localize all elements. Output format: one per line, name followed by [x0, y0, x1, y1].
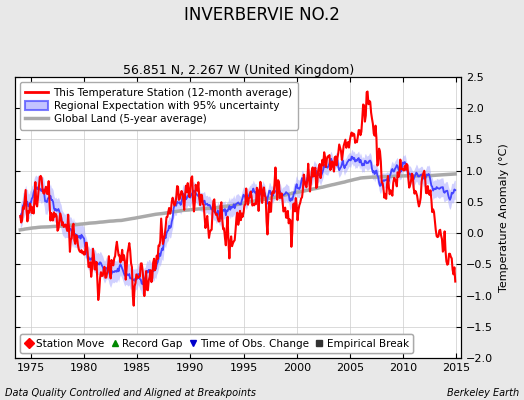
- Y-axis label: Temperature Anomaly (°C): Temperature Anomaly (°C): [499, 143, 509, 292]
- Text: INVERBERVIE NO.2: INVERBERVIE NO.2: [184, 6, 340, 24]
- Text: Berkeley Earth: Berkeley Earth: [446, 388, 519, 398]
- Text: Data Quality Controlled and Aligned at Breakpoints: Data Quality Controlled and Aligned at B…: [5, 388, 256, 398]
- Legend: Station Move, Record Gap, Time of Obs. Change, Empirical Break: Station Move, Record Gap, Time of Obs. C…: [20, 334, 413, 353]
- Title: 56.851 N, 2.267 W (United Kingdom): 56.851 N, 2.267 W (United Kingdom): [123, 64, 354, 77]
